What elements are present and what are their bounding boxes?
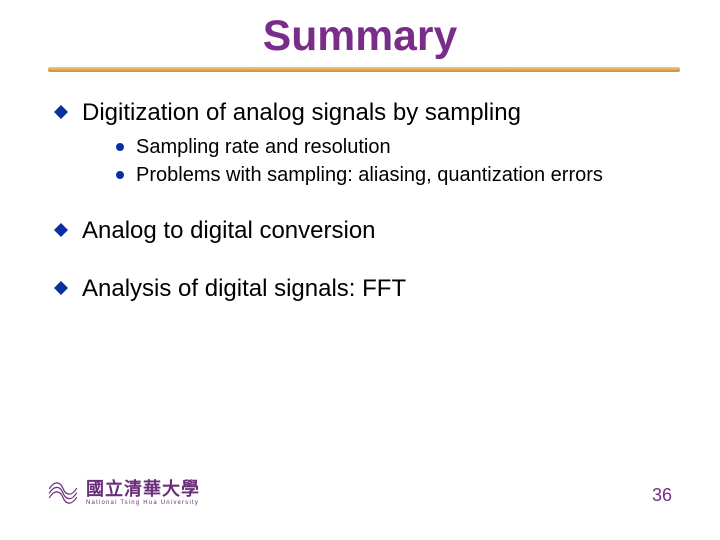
slide-title: Summary	[48, 12, 672, 61]
diamond-icon	[54, 281, 72, 295]
diamond-icon	[54, 105, 72, 119]
university-emblem-icon	[48, 482, 78, 504]
sublist: Sampling rate and resolution Problems wi…	[116, 134, 672, 188]
bullet-l2: Problems with sampling: aliasing, quanti…	[116, 162, 672, 188]
diamond-icon	[54, 223, 72, 237]
title-rule	[48, 67, 680, 72]
sub-bullet-text: Problems with sampling: aliasing, quanti…	[136, 162, 603, 188]
bullet-text: Analog to digital conversion	[82, 216, 376, 246]
bullet-l1: Analog to digital conversion	[54, 216, 672, 246]
dot-icon	[116, 143, 124, 151]
bullet-l2: Sampling rate and resolution	[116, 134, 672, 160]
sub-bullet-text: Sampling rate and resolution	[136, 134, 391, 160]
bullet-l1: Digitization of analog signals by sampli…	[54, 98, 672, 128]
dot-icon	[116, 171, 124, 179]
content-area: Digitization of analog signals by sampli…	[48, 98, 672, 304]
university-name-en: National Tsing Hua University	[86, 500, 200, 506]
page-number: 36	[652, 485, 672, 506]
university-name-cn: 國立清華大學	[86, 480, 200, 498]
university-name-block: 國立清華大學 National Tsing Hua University	[86, 480, 200, 506]
bullet-l1: Analysis of digital signals: FFT	[54, 274, 672, 304]
bullet-text: Analysis of digital signals: FFT	[82, 274, 406, 304]
slide: Summary Digitization of analog signals b…	[0, 0, 720, 540]
footer-logo: 國立清華大學 National Tsing Hua University	[48, 480, 200, 506]
bullet-text: Digitization of analog signals by sampli…	[82, 98, 521, 128]
